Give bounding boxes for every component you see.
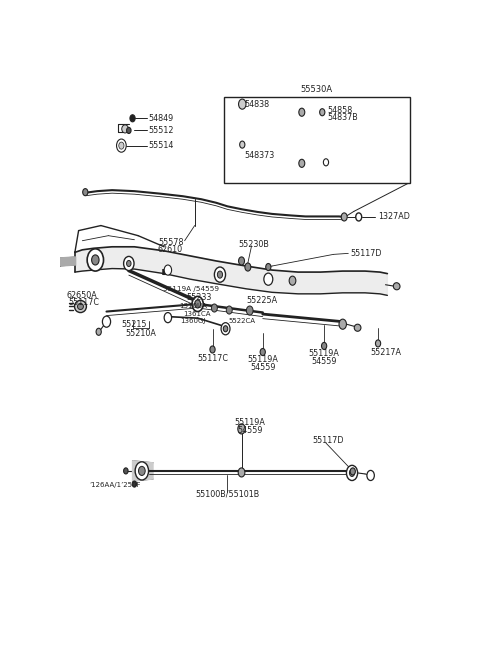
Text: 1361CA: 1361CA [183,311,211,317]
Text: 54849: 54849 [148,114,174,123]
Circle shape [322,342,327,350]
Text: 55119A: 55119A [234,419,265,427]
Text: 548373: 548373 [244,151,275,160]
Circle shape [246,306,253,315]
Ellipse shape [393,283,400,290]
Text: 62610: 62610 [157,245,182,254]
Circle shape [192,296,203,311]
Text: 55117D: 55117D [312,436,344,445]
Text: 55117D: 55117D [350,249,382,258]
Text: 55117C: 55117C [197,353,228,363]
Bar [224,97,409,183]
Circle shape [238,424,245,434]
Text: 54838: 54838 [244,100,269,108]
Circle shape [124,256,134,271]
Text: 54559: 54559 [237,426,263,435]
Circle shape [83,189,88,196]
Circle shape [124,468,128,474]
Circle shape [240,141,245,148]
Circle shape [92,255,99,265]
Circle shape [264,273,273,285]
Polygon shape [132,461,153,481]
Text: 54858: 54858 [327,106,352,115]
Circle shape [117,139,126,152]
Circle shape [127,260,131,267]
Circle shape [266,263,271,271]
Ellipse shape [77,304,84,309]
Ellipse shape [122,125,129,133]
Ellipse shape [354,324,361,331]
Text: 55530A: 55530A [300,85,333,95]
Circle shape [195,300,201,308]
Circle shape [211,304,217,312]
Text: 55119A: 55119A [247,355,278,364]
Circle shape [130,115,135,122]
Circle shape [289,276,296,285]
Circle shape [96,328,101,335]
Circle shape [324,159,329,166]
Text: 54559: 54559 [312,357,337,366]
Circle shape [135,462,148,480]
Circle shape [102,316,110,327]
Circle shape [320,108,325,116]
Circle shape [347,465,358,480]
Circle shape [239,99,246,109]
Circle shape [260,348,265,355]
Text: 1360GJ: 1360GJ [180,318,206,324]
Text: 55100B/55101B: 55100B/55101B [195,489,260,498]
Circle shape [356,213,362,221]
Circle shape [339,319,347,329]
Text: 55230B: 55230B [238,240,269,249]
Circle shape [349,469,355,476]
Circle shape [87,249,104,271]
Circle shape [132,481,137,487]
Circle shape [245,263,251,271]
Circle shape [217,271,223,278]
Circle shape [127,127,131,133]
Text: 54837B: 54837B [327,113,358,122]
Circle shape [223,326,228,332]
Circle shape [350,468,355,475]
Text: 1310UA: 1310UA [179,304,207,309]
Text: 55512: 55512 [148,126,174,135]
Circle shape [210,346,215,353]
Text: 55119A: 55119A [309,349,339,358]
Text: 55215: 55215 [121,320,147,329]
Text: 55210A: 55210A [126,328,156,338]
Circle shape [367,470,374,480]
Text: 1327AD: 1327AD [378,212,410,221]
Polygon shape [60,257,76,266]
Circle shape [341,213,347,221]
Circle shape [221,323,230,335]
Text: 5522CA: 5522CA [229,318,256,324]
Text: 62650A: 62650A [67,291,98,300]
Text: 55233: 55233 [187,293,212,302]
Text: 55119A /54559: 55119A /54559 [163,286,219,292]
Text: 54559: 54559 [250,363,276,372]
Circle shape [375,340,381,347]
Circle shape [164,313,172,323]
Text: ’126AA/1’250F: ’126AA/1’250F [89,482,141,487]
Circle shape [164,265,172,275]
Circle shape [119,142,124,149]
Circle shape [139,466,145,476]
Circle shape [299,108,305,116]
Ellipse shape [74,300,86,313]
Circle shape [239,257,244,265]
Text: 55217A: 55217A [370,348,401,357]
Circle shape [215,267,226,283]
Text: 55578: 55578 [159,238,184,247]
Circle shape [226,306,232,314]
Polygon shape [75,247,387,296]
Circle shape [299,159,305,168]
Text: 55225A: 55225A [246,296,277,306]
Circle shape [238,468,245,477]
Text: 55514: 55514 [148,141,174,150]
Text: 55117C: 55117C [69,298,100,307]
